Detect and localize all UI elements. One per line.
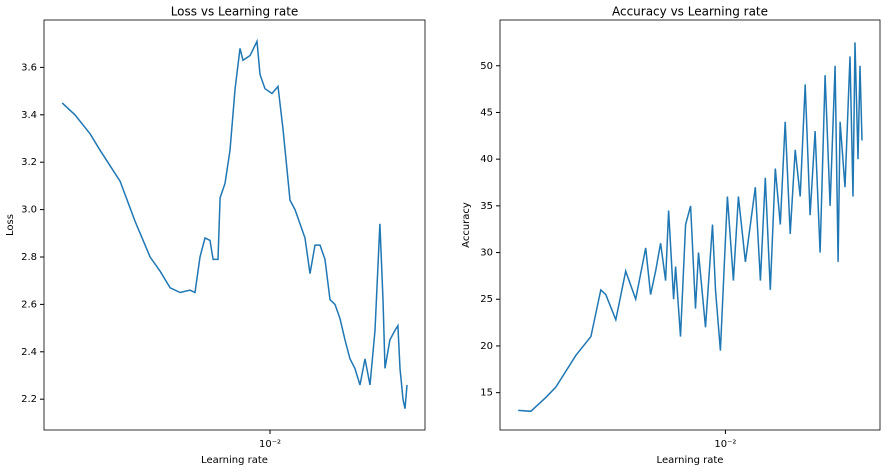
x-tick-label: 10⁻² <box>714 439 736 450</box>
data-line <box>61 38 408 409</box>
y-tick-label: 35 <box>480 201 493 212</box>
y-tick-label: 3.2 <box>21 157 37 168</box>
y-tick-label: 3.6 <box>21 62 37 73</box>
plot-frame <box>43 19 426 431</box>
chart-title: Accuracy vs Learning rate <box>612 5 768 19</box>
y-tick-label: 15 <box>480 388 493 399</box>
x-tick-label: 10⁻² <box>259 439 281 450</box>
y-tick-label: 2.4 <box>21 347 37 358</box>
y-tick-label: 25 <box>480 294 493 305</box>
y-tick-label: 2.6 <box>21 299 37 310</box>
y-tick-label: 3.4 <box>21 110 37 121</box>
x-axis-label: Learning rate <box>201 455 268 466</box>
y-tick-label: 45 <box>480 107 493 118</box>
y-tick-label: 3.0 <box>21 205 37 216</box>
y-axis-label: Accuracy <box>461 202 472 248</box>
y-tick-label: 2.2 <box>21 394 37 405</box>
y-tick-label: 2.8 <box>21 252 37 263</box>
y-tick-label: 40 <box>480 154 493 165</box>
y-tick-label: 30 <box>480 248 493 259</box>
data-line <box>518 42 863 413</box>
y-axis-label: Loss <box>5 214 16 236</box>
y-tick-label: 20 <box>480 341 493 352</box>
chart-title: Loss vs Learning rate <box>171 5 299 19</box>
y-tick-label: 50 <box>480 61 493 72</box>
x-axis-label: Learning rate <box>657 455 724 466</box>
plot-frame <box>499 19 881 431</box>
